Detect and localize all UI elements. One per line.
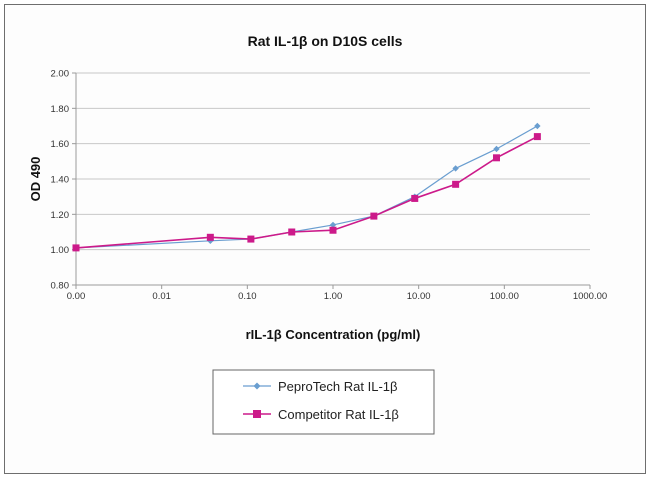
y-tick-label: 0.80 [51,281,70,292]
x-tick-label: 1000.00 [573,291,607,302]
x-tick-labels: 0.00 0.01 0.10 1.00 10.00 100.00 1000.00 [67,291,607,302]
x-tick-label: 0.00 [67,291,86,302]
y-tick-labels: 0.80 1.00 1.20 1.40 1.60 1.80 2.00 [51,69,70,292]
y-tick-label: 1.00 [51,245,70,256]
y-tick-label: 1.80 [51,104,70,115]
data-point-square [452,180,460,188]
y-tick-label: 1.60 [51,139,70,150]
y-tick-label: 1.20 [51,210,70,221]
series-line-peprotech [75,125,538,249]
data-point-diamond [493,145,500,153]
legend-marker-diamond [253,382,261,390]
x-tick-label: 10.00 [407,291,431,302]
x-axis-title: rIL-1β Concentration (pg/ml) [246,327,421,342]
chart-title: Rat IL-1β on D10S cells [248,33,403,49]
data-point-square [329,226,337,234]
data-point-square [206,233,214,241]
legend: PeproTech Rat IL-1β Competitor Rat IL-1β [212,369,435,435]
axes [72,72,591,289]
x-tick-label: 0.10 [238,291,257,302]
x-tick-label: 100.00 [490,291,519,302]
y-axis-title: OD 490 [28,157,43,202]
x-tick-label: 0.01 [152,291,171,302]
series-line-competitor [75,135,538,249]
y-tick-label: 2.00 [51,69,70,80]
x-tick-label: 1.00 [324,291,343,302]
data-point-square [72,244,80,252]
data-point-square [370,212,378,220]
data-point-diamond [534,122,541,130]
data-point-square [247,235,255,243]
data-point-diamond [329,221,337,229]
data-point-square [288,228,296,236]
data-point-square [411,194,419,202]
legend-marker-square [253,410,261,418]
data-point-square [492,154,500,162]
series-group [72,122,541,252]
legend-box [212,369,435,435]
legend-label-peprotech: PeproTech Rat IL-1β [278,379,397,394]
data-point-square [533,133,541,141]
gridlines [76,72,590,251]
y-tick-label: 1.40 [51,175,70,186]
data-point-diamond [452,165,459,172]
legend-label-competitor: Competitor Rat IL-1β [278,407,399,422]
